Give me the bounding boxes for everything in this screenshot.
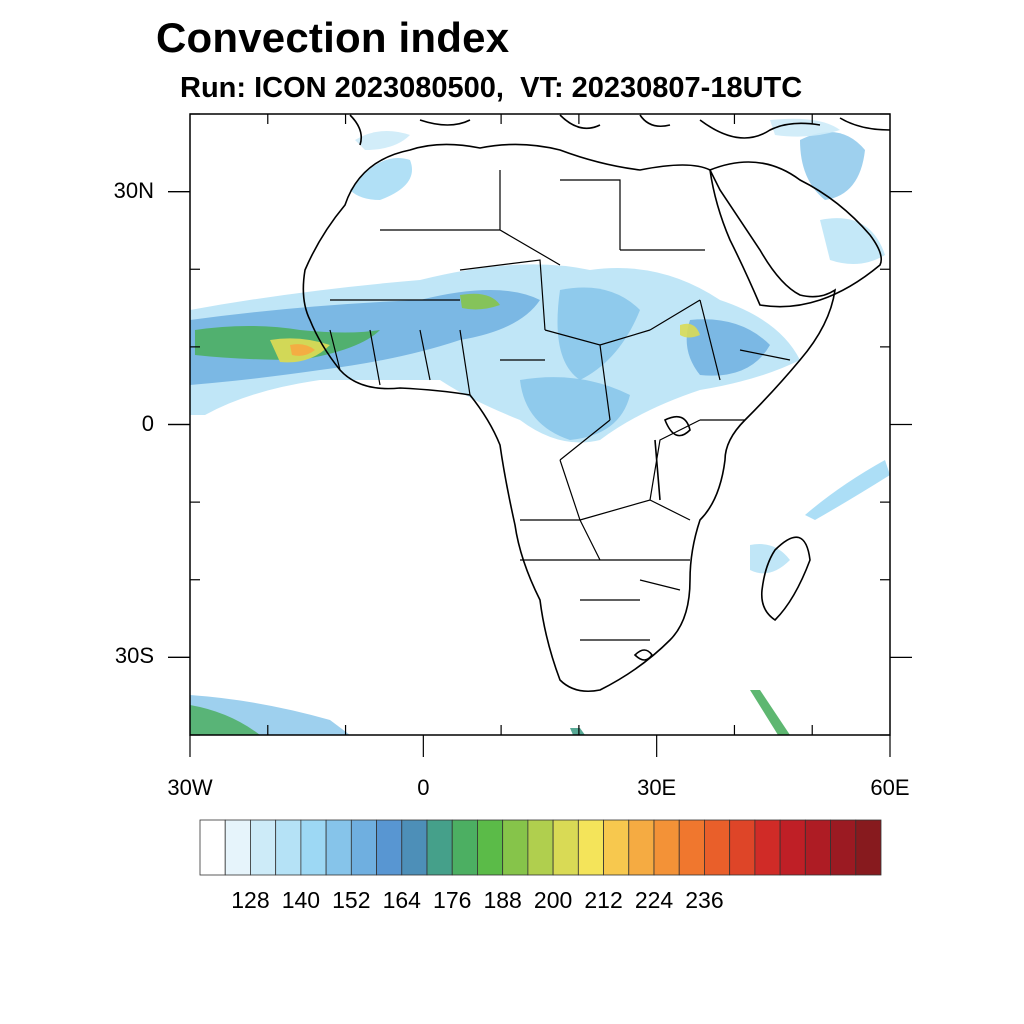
madagascar-coastline xyxy=(760,536,811,622)
colorbar-swatch xyxy=(855,819,882,876)
convection-area xyxy=(350,158,412,200)
colorbar-swatch xyxy=(451,819,478,876)
convection-area xyxy=(557,287,640,380)
colorbar-swatch xyxy=(628,819,655,876)
colorbar-swatch xyxy=(653,819,680,876)
colorbar-label: 200 xyxy=(533,887,573,913)
country-borders xyxy=(329,170,791,641)
colorbar-swatch xyxy=(830,819,857,876)
chart-subtitle: Run: ICON 2023080500, VT: 20230807-18UTC xyxy=(180,72,803,104)
colorbar-swatch xyxy=(603,819,630,876)
colorbar-swatch xyxy=(754,819,781,876)
colorbar-swatch xyxy=(199,819,226,876)
colorbar-swatch xyxy=(426,819,453,876)
convection-area xyxy=(680,323,700,338)
colorbar-label: 188 xyxy=(483,887,522,913)
colorbar-swatch xyxy=(350,819,377,876)
convection-area xyxy=(355,131,410,150)
colorbar-swatch xyxy=(325,819,352,876)
colorbar-label: 176 xyxy=(433,887,472,913)
lake-victoria xyxy=(663,415,691,437)
colorbar-swatch xyxy=(804,819,831,876)
colorbar-swatch xyxy=(376,819,403,876)
colorbar-swatch xyxy=(729,819,756,876)
lat-tick-label: 0 xyxy=(141,410,154,436)
colorbar-swatch xyxy=(577,819,604,876)
colorbar-label: 212 xyxy=(584,887,623,913)
convection-area xyxy=(290,344,315,356)
chart-title: Convection index xyxy=(156,14,510,61)
africa-coastline xyxy=(302,143,837,693)
colorbar-swatch xyxy=(477,819,504,876)
colorbar-swatch xyxy=(678,819,705,876)
colorbar-label: 236 xyxy=(685,887,724,913)
europe-coastline xyxy=(349,114,890,146)
convection-area xyxy=(570,728,585,735)
colorbar-swatch xyxy=(275,819,302,876)
colorbar xyxy=(199,819,882,876)
colorbar-swatch xyxy=(527,819,554,876)
colorbar-label: 152 xyxy=(332,887,371,913)
colorbar-swatch xyxy=(552,819,579,876)
colorbar-swatch xyxy=(704,819,731,876)
colorbar-swatch xyxy=(250,819,277,876)
colorbar-label: 128 xyxy=(231,887,270,913)
convection-area xyxy=(686,319,770,376)
convection-area xyxy=(820,218,885,264)
colorbar-swatch xyxy=(779,819,806,876)
convection-area xyxy=(460,293,500,310)
convection-field xyxy=(190,118,890,735)
lat-tick-label: 30S xyxy=(114,643,154,669)
lon-tick-label: 30E xyxy=(637,775,677,800)
lesotho xyxy=(633,649,653,661)
lon-tick-label: 60E xyxy=(870,775,910,800)
colorbar-swatch xyxy=(300,819,327,876)
colorbar-label: 140 xyxy=(281,887,321,913)
coastlines xyxy=(302,114,890,693)
convection-area xyxy=(190,705,260,735)
arabia-coastline xyxy=(709,161,883,308)
convection-area xyxy=(750,690,790,735)
colorbar-swatch xyxy=(224,819,251,876)
convection-area xyxy=(520,377,630,440)
lake-tanganyika xyxy=(654,439,661,501)
colorbar-label: 224 xyxy=(634,887,674,913)
convection-area xyxy=(800,132,865,200)
axis-ticks xyxy=(168,113,912,757)
lat-tick-label: 30N xyxy=(113,177,154,203)
colorbar-label: 164 xyxy=(382,887,421,913)
lon-tick-label: 30W xyxy=(167,775,213,800)
convection-area xyxy=(770,118,840,137)
convection-area xyxy=(805,460,890,520)
colorbar-swatch xyxy=(401,819,428,876)
colorbar-swatch xyxy=(502,819,529,876)
lon-tick-label: 0 xyxy=(417,775,430,800)
